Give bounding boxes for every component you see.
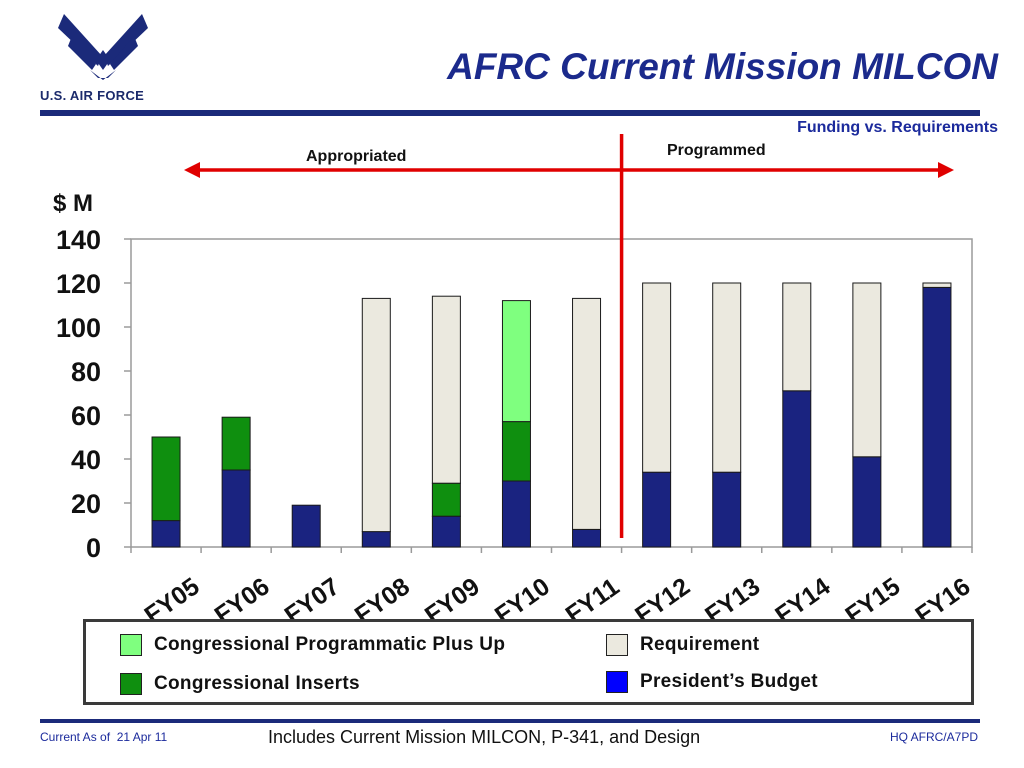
x-tick-label: FY14 <box>770 572 835 620</box>
air-force-logo <box>38 8 168 108</box>
header-divider <box>40 110 980 116</box>
y-tick-label: 20 <box>71 489 101 519</box>
bar-segment <box>852 456 882 548</box>
legend-item-presidents-budget: President’s Budget <box>606 671 818 693</box>
bar-segment <box>291 504 321 548</box>
footer-date: Current As of 21 Apr 11 <box>40 730 168 744</box>
bar-segment <box>572 528 602 548</box>
y-axis: 0 20 40 60 80 100 120 140 <box>56 225 131 563</box>
footer-office: HQ AFRC/A7PD <box>889 730 978 744</box>
y-tick-label: 140 <box>56 225 101 255</box>
bar-segment <box>431 482 461 517</box>
bar-segment <box>712 282 742 473</box>
footer-note: Includes Current Mission MILCON, P-341, … <box>268 727 701 747</box>
bar-segment <box>782 282 812 392</box>
bar-segment <box>852 282 882 458</box>
y-axis-label: $ M <box>53 190 93 217</box>
legend-swatch-plus-up <box>120 634 142 656</box>
bar-segment <box>361 531 391 548</box>
arrow-head-left <box>184 162 200 178</box>
legend-item-congressional-inserts: Congressional Inserts <box>120 673 360 695</box>
y-tick-label: 60 <box>71 401 101 431</box>
bar-segment <box>151 436 181 522</box>
bar-segment <box>221 416 251 471</box>
x-tick-label: FY11 <box>561 573 625 620</box>
annotation-arrows <box>184 162 954 178</box>
page-title: AFRC Current Mission MILCON <box>447 46 998 87</box>
bar-segment <box>431 515 461 548</box>
plot-frame <box>130 238 973 548</box>
x-axis: FY05 FY06 FY07 FY08 FY09 FY10 FY11 FY12 FY13 FY14… <box>130 547 975 620</box>
y-tick-label: 120 <box>56 269 101 299</box>
bar-segment <box>431 295 461 484</box>
x-tick-label: FY08 <box>350 572 415 620</box>
x-tick-label: FY07 <box>280 572 345 620</box>
bars <box>151 282 952 548</box>
legend-label-congressional-inserts: Congressional Inserts <box>154 673 360 694</box>
y-tick-label: 40 <box>71 445 101 475</box>
footer-divider <box>40 719 980 723</box>
bar-segment <box>642 471 672 548</box>
bar-segment <box>782 390 812 548</box>
legend-label-requirement: Requirement <box>640 634 760 655</box>
chart-legend: Congressional Programmatic Plus Up Congr… <box>83 619 974 705</box>
legend-swatch-presidents-budget <box>606 671 628 693</box>
x-tick-label: FY05 <box>140 572 205 620</box>
bar-segment <box>572 297 602 530</box>
arrow-head-right <box>938 162 954 178</box>
legend-label-plus-up: Congressional Programmatic Plus Up <box>154 634 506 655</box>
logo-text: U.S. AIR FORCE <box>40 88 145 103</box>
y-tick-label: 100 <box>56 313 101 343</box>
x-tick-label: FY06 <box>210 572 275 620</box>
page-subtitle: Funding vs. Requirements <box>797 119 998 136</box>
x-tick-label: FY09 <box>420 572 485 620</box>
x-tick-label: FY12 <box>630 572 695 620</box>
bar-segment <box>501 300 531 423</box>
x-tick-label: FY10 <box>490 572 555 620</box>
bar-segment <box>642 282 672 473</box>
legend-swatch-congressional-inserts <box>120 673 142 695</box>
x-tick-label: FY16 <box>910 572 975 620</box>
bar-segment <box>361 297 391 533</box>
bar-segment <box>221 469 251 548</box>
legend-swatch-requirement <box>606 634 628 656</box>
y-tick-label: 80 <box>71 357 101 387</box>
programmed-label: Programmed <box>667 142 766 159</box>
x-tick-label: FY15 <box>840 572 905 620</box>
bar-segment <box>922 282 952 288</box>
bar-segment <box>501 421 531 482</box>
x-tick-label: FY13 <box>700 572 765 620</box>
legend-label-presidents-budget: President’s Budget <box>640 671 818 692</box>
y-tick-label: 0 <box>86 533 101 563</box>
bar-segment <box>922 286 952 548</box>
legend-item-requirement: Requirement <box>606 634 759 656</box>
appropriated-label: Appropriated <box>306 148 406 165</box>
legend-item-plus-up: Congressional Programmatic Plus Up <box>120 634 505 656</box>
bar-segment <box>501 480 531 548</box>
bar-segment <box>151 520 181 548</box>
bar-segment <box>712 471 742 548</box>
